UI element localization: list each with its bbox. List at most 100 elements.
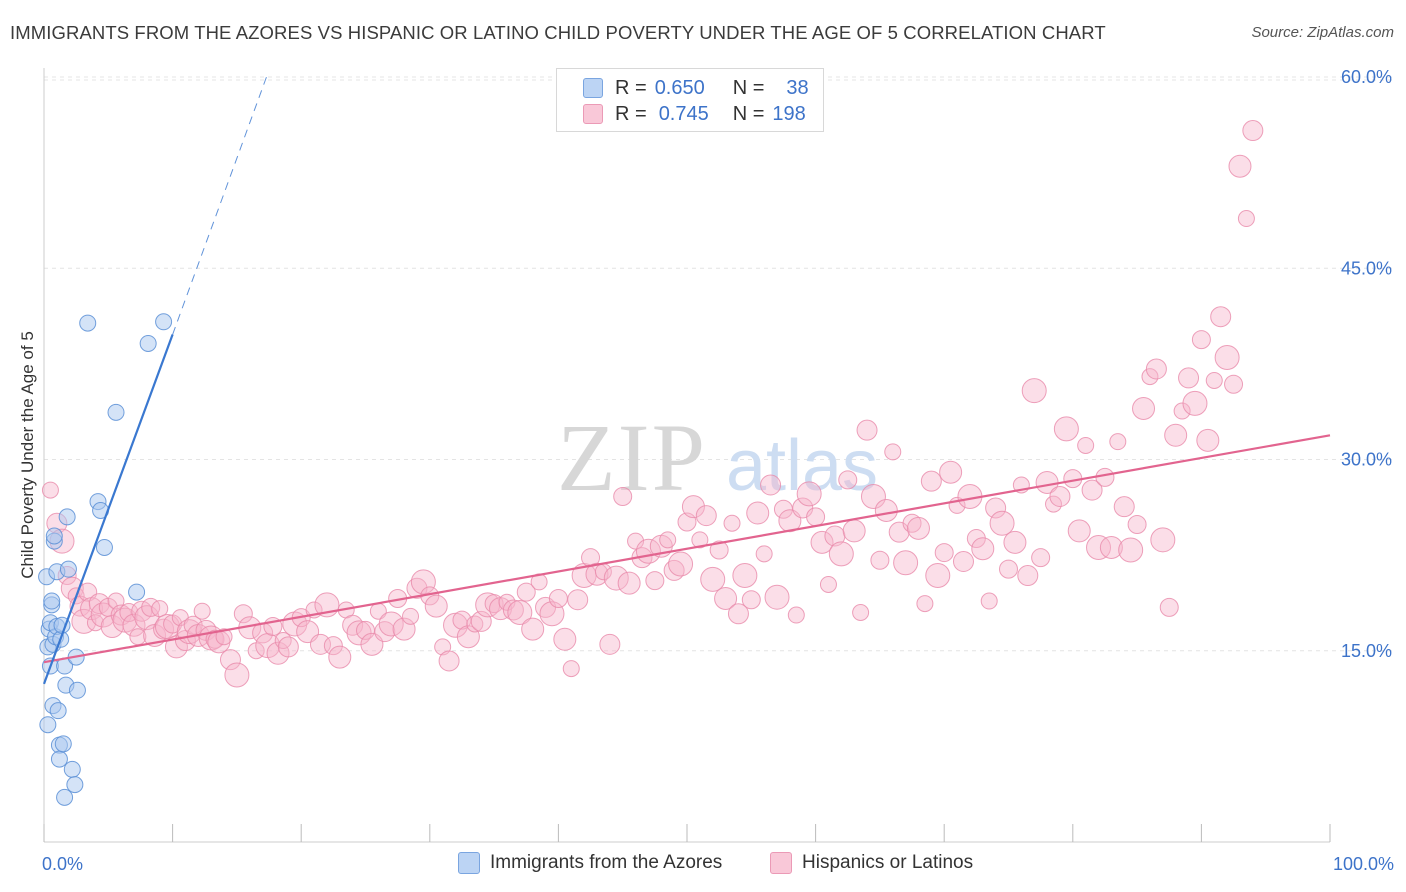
hispanics-point [1182, 390, 1208, 416]
hispanics-point [438, 650, 460, 672]
y-axis-label: Child Poverty Under the Age of 5 [18, 331, 37, 579]
hispanics-point [787, 606, 805, 624]
hispanics-point [277, 636, 299, 658]
watermark-atlas: atlas [726, 426, 878, 506]
legend-swatch-blue [583, 78, 603, 98]
hispanics-point [1159, 597, 1179, 617]
hispanics-point [1109, 433, 1127, 451]
y-tick-label: 30.0% [1341, 450, 1392, 470]
hispanics-point [466, 615, 484, 633]
azores-point [139, 334, 157, 352]
azores-trend-extension [172, 76, 267, 335]
hispanics-point [215, 628, 233, 646]
hispanics-point [548, 588, 568, 608]
azores-point [68, 681, 86, 699]
hispanics-point [1081, 479, 1103, 501]
hispanics-point [828, 541, 854, 567]
hispanics-point [1164, 423, 1188, 447]
bottom-legend: Immigrants from the Azores Hispanics or … [0, 852, 1406, 878]
hispanics-point [617, 571, 641, 595]
hispanics-point [1145, 358, 1167, 380]
hispanics-point [71, 608, 97, 634]
hispanics-point [599, 633, 621, 655]
hispanics-point [1205, 371, 1223, 389]
azores-point [95, 538, 113, 556]
hispanics-point [856, 419, 878, 441]
azores-point [56, 788, 74, 806]
legend-r-value: 0.650 [654, 76, 705, 99]
hispanics-point [410, 569, 436, 595]
hispanics-point [659, 531, 677, 549]
hispanics-point [1017, 565, 1039, 587]
hispanics-point [1132, 397, 1156, 420]
azores-point [128, 583, 146, 601]
hispanics-point [1214, 345, 1240, 370]
hispanics-point [709, 540, 729, 560]
hispanics-point [980, 592, 998, 610]
hispanics-point [989, 510, 1015, 536]
hispanics-point [219, 649, 241, 671]
hispanics-point [700, 566, 726, 592]
bottom-legend-azores: Immigrants from the Azores [458, 852, 722, 874]
hispanics-point [985, 497, 1007, 519]
hispanics-point [1127, 515, 1147, 535]
stats-legend: R = 0.650 N = 38 R = 0.745 N = 198 [556, 68, 824, 132]
azores-point [50, 750, 68, 768]
hispanics-point [1099, 535, 1123, 559]
hispanics-point [1049, 485, 1071, 507]
hispanics-point [613, 486, 633, 506]
hispanics-point [819, 575, 837, 593]
hispanics-point [562, 660, 580, 678]
hispanics-point [1191, 330, 1211, 350]
hispanics-point [691, 531, 709, 549]
hispanics-point [1237, 210, 1255, 228]
legend-row-azores: R = 0.650 N = 38 [557, 75, 809, 101]
hispanics-point [893, 550, 919, 576]
hispanics-point [1178, 367, 1200, 389]
hispanics-point [41, 481, 59, 499]
hispanics-point [233, 604, 253, 624]
hispanics-point [1095, 467, 1115, 487]
hispanics-point [746, 501, 770, 525]
azores-point [155, 313, 173, 331]
legend-row-hispanics: R = 0.745 N = 198 [557, 101, 806, 127]
hispanics-point [714, 586, 738, 610]
hispanics-point [402, 607, 420, 625]
legend-r-label: R = [615, 102, 647, 125]
hispanics-point [796, 481, 822, 507]
hispanics-point [224, 662, 250, 688]
hispanics-point [925, 563, 951, 589]
hispanics-point [516, 582, 536, 602]
hispanics-point [760, 474, 782, 496]
hispanics-point [1196, 428, 1220, 452]
hispanics-point [553, 627, 577, 651]
watermark: ZIP atlas [557, 404, 878, 511]
hispanics-point [1228, 154, 1252, 178]
legend-n-value: 38 [786, 76, 809, 99]
axes [43, 68, 1331, 843]
hispanics-point [1021, 378, 1047, 404]
azores-point [54, 735, 72, 753]
hispanics-point [1118, 537, 1144, 563]
hispanics-point [870, 550, 890, 570]
bottom-legend-swatch-blue [458, 852, 480, 874]
hispanics-point [806, 507, 826, 527]
azores-point [79, 314, 97, 332]
hispanics-point [328, 645, 352, 669]
hispanics-point [645, 571, 665, 591]
azores-points [38, 313, 173, 806]
bottom-legend-azores-label: Immigrants from the Azores [490, 852, 723, 873]
x-tick-label-min: 0.0% [42, 854, 83, 874]
hispanics-point [681, 495, 705, 519]
hispanics-point [1053, 416, 1079, 442]
hispanics-point [741, 590, 761, 610]
hispanics-point [266, 641, 290, 665]
hispanics-point [842, 519, 866, 543]
azores-point [66, 776, 84, 794]
hispanics-point [1150, 527, 1176, 553]
hispanics-point [567, 589, 589, 611]
hispanics-point [906, 516, 930, 540]
hispanics-point [874, 499, 898, 522]
y-tick-label: 60.0% [1341, 67, 1392, 87]
hispanics-point [916, 595, 934, 613]
